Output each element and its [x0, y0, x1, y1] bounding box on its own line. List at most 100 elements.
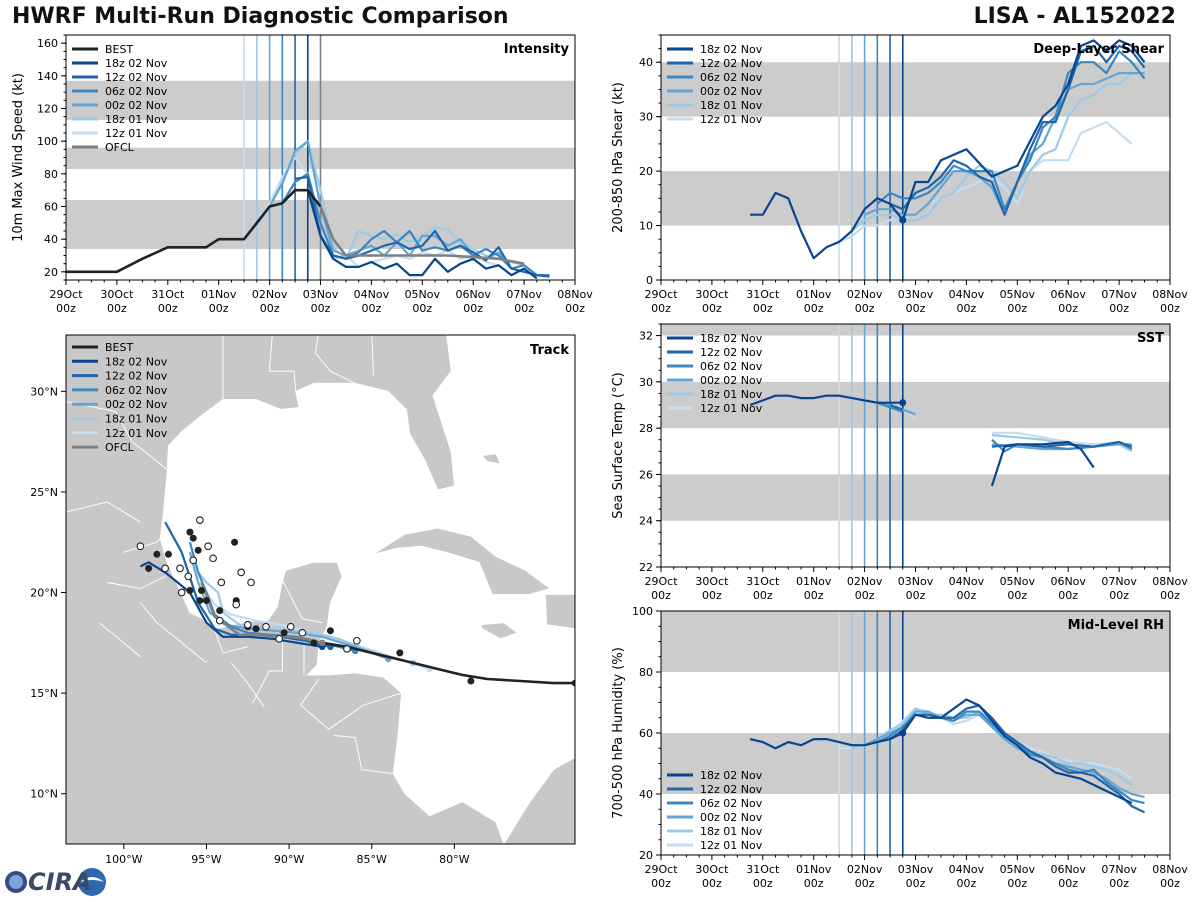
track-marker-open [177, 588, 186, 597]
track-marker-filled [198, 587, 206, 595]
rh-legend-label: 18z 02 Nov [700, 769, 763, 782]
shear-xtick-label-day: 31Oct [746, 288, 780, 301]
rh-legend-label: 06z 02 Nov [700, 797, 763, 810]
track-marker-open [176, 564, 184, 573]
track-legend-label: 18z 01 Nov [105, 413, 168, 426]
intensity-xtick-label-hour: 00z [260, 302, 280, 315]
shear-panel: 01020304029Oct00z30Oct00z31Oct00z01Nov00… [611, 34, 1188, 315]
intensity-ytick-label: 140 [37, 70, 58, 83]
shear-xtick-label-hour: 00z [702, 302, 722, 315]
track-marker-filled [310, 639, 318, 647]
intensity-xtick-label-day: 30Oct [100, 288, 134, 301]
shear-ytick-label: 40 [639, 56, 653, 69]
track-12z-02-nov [164, 521, 331, 648]
intensity-xtick-label-hour: 00z [209, 302, 229, 315]
sst-xtick-label-day: 01Nov [796, 575, 832, 588]
rh-panel-title: Mid-Level RH [1068, 618, 1164, 633]
track-marker-open [298, 628, 307, 637]
track-marker-open [196, 516, 204, 524]
intensity-xtick-label-day: 06Nov [455, 288, 491, 301]
track-marker-open [275, 634, 284, 643]
track-legend-label: BEST [105, 341, 133, 354]
track-marker-open [184, 572, 193, 581]
map-border-line [107, 575, 166, 589]
rh-xtick-label-hour: 00z [1160, 877, 1180, 890]
rh-xtick-label-hour: 00z [651, 877, 671, 890]
intensity-ytick-label: 120 [37, 103, 58, 116]
track-marker-open [189, 556, 198, 565]
shear-xtick-label-day: 05Nov [1000, 288, 1036, 301]
rh-ytick-label: 40 [639, 788, 653, 801]
sst-xtick-label-day: 07Nov [1101, 575, 1137, 588]
rh-xtick-label-day: 30Oct [695, 863, 729, 876]
sst-legend-label: 18z 01 Nov [700, 388, 763, 401]
shear-init-point [899, 216, 907, 224]
shear-legend-label: 06z 02 Nov [700, 71, 763, 84]
intensity-legend-label: OFCL [105, 141, 135, 154]
rh-xtick-label-day: 08Nov [1152, 863, 1188, 876]
rh-ytick-label: 60 [639, 727, 653, 740]
track-ytick-label: 25°N [30, 486, 58, 499]
track-00z-02-nov [188, 552, 389, 660]
intensity-panel: 2040608010012014016029Oct00z30Oct00z31Oc… [11, 34, 593, 315]
rh-xtick-label-day: 01Nov [796, 863, 832, 876]
sst-init-point [899, 399, 907, 407]
intensity-series-best [66, 188, 322, 274]
track-panel: 100°W 95°W 90°W 85°W 80°W 10°N 15°N 20°N 25°N 30°… [30, 334, 576, 866]
track-marker-open [262, 622, 270, 631]
track-legend-label: OFCL [105, 441, 135, 454]
track-ytick-label: 20°N [30, 587, 58, 600]
rh-init-point [899, 729, 907, 737]
rh-series-12z-02-nov [889, 704, 1145, 814]
intensity-xtick-label-hour: 00z [463, 302, 483, 315]
track-legend-label: 12z 01 Nov [105, 427, 168, 440]
track-xtick-label: 85°W [357, 853, 387, 866]
rh-legend-label: 00z 02 Nov [700, 811, 763, 824]
track-frame [65, 334, 576, 845]
intensity-legend-label: 00z 02 Nov [105, 99, 168, 112]
sst-xtick-label-hour: 00z [855, 589, 875, 602]
shear-xtick-label-hour: 00z [1007, 302, 1027, 315]
shear-xtick-label-hour: 00z [1058, 302, 1078, 315]
shear-legend-label: 00z 02 Nov [700, 85, 763, 98]
sst-xtick-label-day: 08Nov [1152, 575, 1188, 588]
sst-legend-label: 12z 02 Nov [700, 346, 763, 359]
rh-xtick-label-day: 04Nov [949, 863, 985, 876]
map-border-line [268, 335, 297, 392]
map-border-line [140, 602, 207, 664]
rh-ytick-label: 80 [639, 666, 653, 679]
sst-xtick-label-hour: 00z [1109, 589, 1129, 602]
shear-legend-label: 18z 02 Nov [700, 43, 763, 56]
sst-xtick-label-hour: 00z [702, 589, 722, 602]
track-18z-01-nov [197, 571, 414, 664]
intensity-ylabel: 10m Max Wind Speed (kt) [11, 73, 26, 242]
intensity-xtick-label-hour: 00z [412, 302, 432, 315]
rh-xtick-label-day: 29Oct [644, 863, 678, 876]
shear-ytick-label: 0 [646, 274, 653, 287]
shear-legend-label: 12z 02 Nov [700, 57, 763, 70]
track-best [321, 641, 575, 685]
shear-xtick-label-day: 06Nov [1050, 288, 1086, 301]
sst-ytick-label: 32 [639, 330, 653, 343]
sst-xtick-label-hour: 00z [651, 589, 671, 602]
rh-xtick-label-day: 07Nov [1101, 863, 1137, 876]
track-marker-filled [216, 607, 224, 615]
intensity-xtick-label-day: 03Nov [303, 288, 339, 301]
sst-ytick-label: 24 [639, 515, 653, 528]
intensity-xtick-label-day: 29Oct [49, 288, 83, 301]
sst-xtick-label-day: 04Nov [949, 575, 985, 588]
cuba-land [373, 527, 552, 595]
map-border-line [300, 678, 402, 730]
shear-xtick-label-hour: 00z [1160, 302, 1180, 315]
shear-series-12z-02-nov [889, 44, 1146, 216]
track-marker-filled [326, 627, 334, 635]
shear-xtick-label-day: 02Nov [847, 288, 883, 301]
sst-xtick-label-hour: 00z [753, 589, 773, 602]
figure-title: HWRF Multi-Run Diagnostic Comparison [12, 4, 509, 29]
shear-legend-label: 18z 01 Nov [700, 99, 763, 112]
intensity-legend-label: 12z 01 Nov [105, 127, 168, 140]
sst-series-18z-02-nov [749, 394, 1095, 487]
intensity-xtick-label-hour: 00z [514, 302, 534, 315]
shear-xtick-label-day: 29Oct [644, 288, 678, 301]
